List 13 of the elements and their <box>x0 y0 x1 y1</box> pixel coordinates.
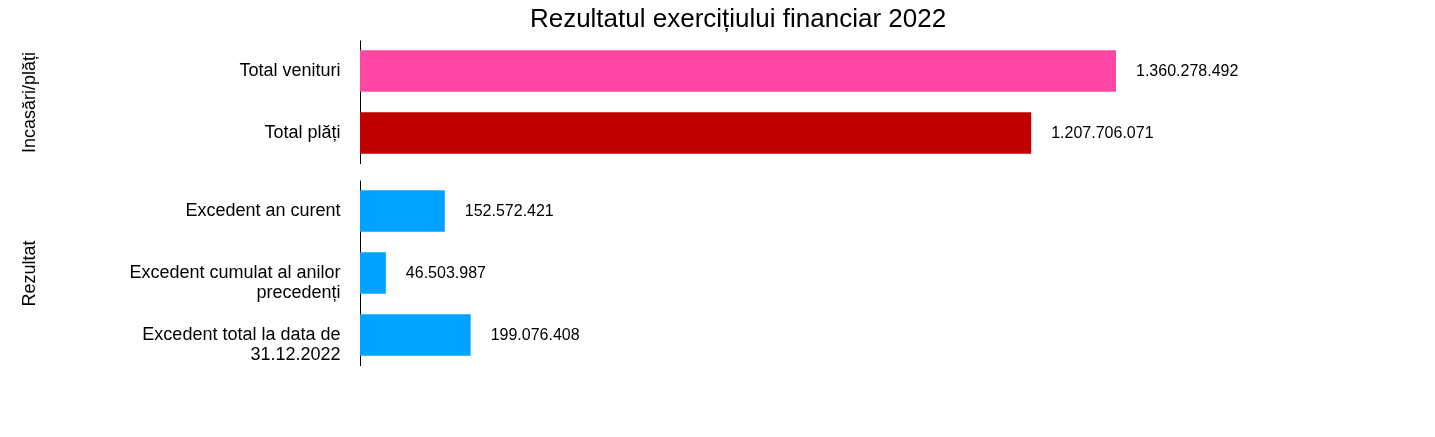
data-label: 1.207.706.071 <box>1051 124 1154 141</box>
data-label: 46.503.987 <box>405 264 487 281</box>
y-tick-label: Excedent cumulat al anilor precedenți <box>129 262 341 302</box>
data-label: 199.076.408 <box>490 326 580 343</box>
y-tick-label: Excedent an curent <box>185 200 341 220</box>
data-label: 152.572.421 <box>464 202 554 219</box>
chart-title: Rezultatul exercițiului financiar 2022 <box>529 3 947 33</box>
data-label: 1.360.278.492 <box>1136 62 1239 79</box>
y-tick-label: Excedent total la data de 31.12.2022 <box>142 324 341 364</box>
y-tick-label: Total venituri <box>239 60 341 80</box>
y-axis-title: Rezultat <box>18 240 39 307</box>
y-axis-title: Incasări/plăți <box>18 51 39 154</box>
y-tick-label: Total plăți <box>264 122 341 142</box>
